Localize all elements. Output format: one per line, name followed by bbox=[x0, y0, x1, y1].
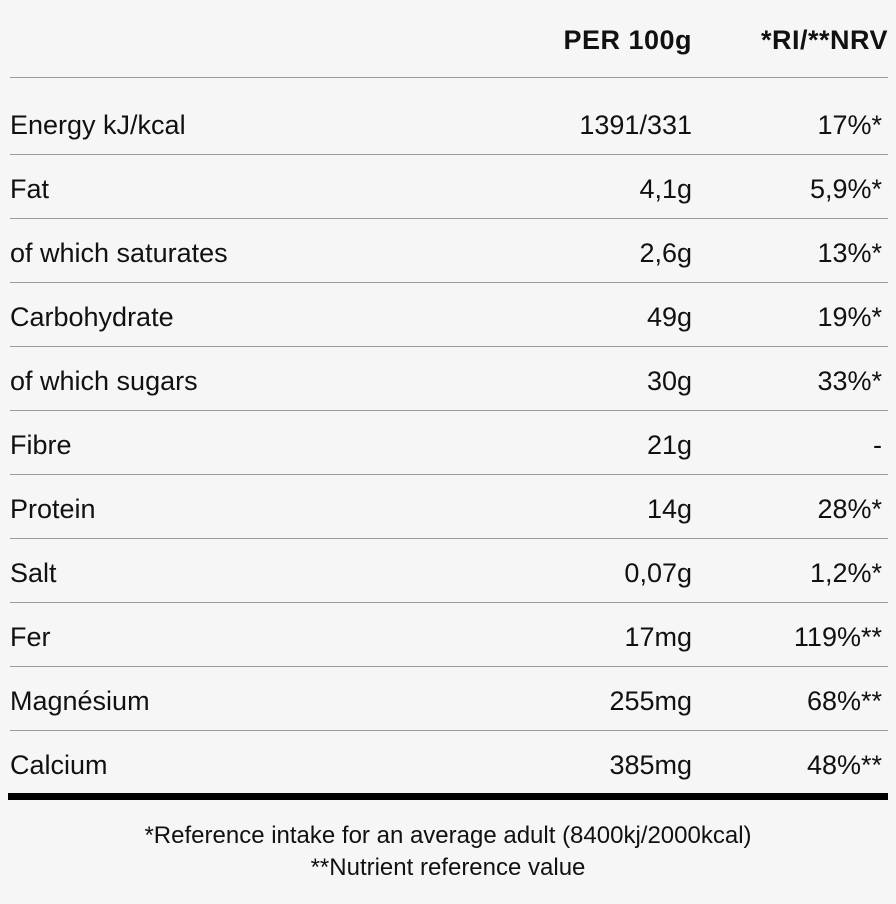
table-row: Energy kJ/kcal 1391/331 17%* bbox=[10, 78, 888, 155]
nutrient-name: Energy kJ/kcal bbox=[10, 110, 186, 140]
nutrient-ri: 28%* bbox=[817, 494, 882, 524]
nutrient-ri: 5,9%* bbox=[809, 174, 882, 204]
nutrient-name: Magnésium bbox=[10, 686, 150, 716]
table-row: Protein 14g 28%* bbox=[10, 475, 888, 539]
nutrient-ri: 1,2%* bbox=[809, 558, 882, 588]
nutrient-name: Carbohydrate bbox=[10, 302, 174, 332]
nutrient-name: of which sugars bbox=[10, 366, 198, 396]
table-row: Fibre 21g - bbox=[10, 411, 888, 475]
nutrient-ri: 119%** bbox=[793, 622, 882, 652]
nutrition-table: PER 100g *RI/**NRV Energy kJ/kcal 1391/3… bbox=[10, 0, 888, 794]
table-row: Salt 0,07g 1,2%* bbox=[10, 539, 888, 603]
table-row: Fer 17mg 119%** bbox=[10, 603, 888, 667]
nutrient-name: Salt bbox=[10, 558, 57, 588]
nutrient-per-100g: 0,07g bbox=[624, 558, 692, 588]
nutrient-ri: - bbox=[873, 430, 882, 460]
table-row: Magnésium 255mg 68%** bbox=[10, 667, 888, 731]
header-per-100g: PER 100g bbox=[563, 25, 692, 55]
nutrient-per-100g: 2,6g bbox=[639, 238, 692, 268]
header-ri-nrv: *RI/**NRV bbox=[760, 25, 888, 55]
nutrient-per-100g: 1391/331 bbox=[579, 110, 692, 140]
table-row: Carbohydrate 49g 19%* bbox=[10, 283, 888, 347]
nutrient-per-100g: 21g bbox=[646, 430, 692, 460]
nutrient-per-100g: 30g bbox=[646, 366, 692, 396]
nutrient-per-100g: 255mg bbox=[609, 686, 692, 716]
nutrient-ri: 17%* bbox=[817, 110, 882, 140]
nutrient-name: Fibre bbox=[10, 430, 72, 460]
nutrient-per-100g: 17mg bbox=[624, 622, 692, 652]
nutrient-per-100g: 4,1g bbox=[639, 174, 692, 204]
nutrient-name: Fat bbox=[10, 174, 50, 204]
nutrient-name: Fer bbox=[10, 622, 51, 652]
table-row: of which saturates 2,6g 13%* bbox=[10, 219, 888, 283]
nutrient-name: Calcium bbox=[10, 750, 108, 780]
nutrient-ri: 13%* bbox=[817, 238, 882, 268]
nutrient-per-100g: 49g bbox=[646, 302, 692, 332]
table-row: of which sugars 30g 33%* bbox=[10, 347, 888, 411]
footnote-nrv: **Nutrient reference value bbox=[310, 854, 586, 881]
table-bottom-rule bbox=[8, 793, 888, 800]
nutrient-ri: 48%** bbox=[806, 750, 882, 780]
nutrient-ri: 33%* bbox=[817, 366, 882, 396]
nutrient-per-100g: 14g bbox=[646, 494, 692, 524]
nutrient-name: Protein bbox=[10, 494, 96, 524]
nutrient-name: of which saturates bbox=[10, 238, 228, 268]
nutrient-ri: 19%* bbox=[817, 302, 882, 332]
table-header: PER 100g *RI/**NRV bbox=[10, 0, 888, 78]
nutrient-per-100g: 385mg bbox=[609, 750, 692, 780]
footnote-reference-intake: *Reference intake for an average adult (… bbox=[144, 822, 752, 849]
footnotes: *Reference intake for an average adult (… bbox=[0, 820, 896, 884]
table-row: Fat 4,1g 5,9%* bbox=[10, 155, 888, 219]
table-row: Calcium 385mg 48%** bbox=[10, 731, 888, 794]
nutrient-ri: 68%** bbox=[806, 686, 882, 716]
